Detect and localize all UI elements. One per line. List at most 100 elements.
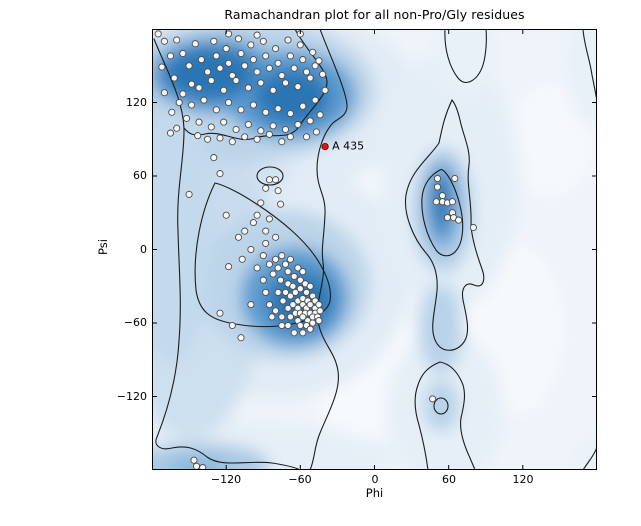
residue-point xyxy=(309,48,317,56)
residue-point xyxy=(277,200,285,208)
residue-point xyxy=(286,52,294,60)
residue-point xyxy=(278,138,286,146)
residue-point xyxy=(200,96,208,104)
residue-point xyxy=(249,56,257,64)
residue-points-layer xyxy=(154,30,477,470)
residue-point xyxy=(296,321,304,330)
residue-point xyxy=(272,45,280,53)
residue-point xyxy=(238,255,246,263)
residue-point xyxy=(253,68,261,76)
residue-point xyxy=(278,313,286,321)
residue-point xyxy=(296,41,304,49)
residue-point xyxy=(309,319,317,327)
residue-point xyxy=(316,307,324,315)
residue-point xyxy=(199,464,207,470)
residue-point xyxy=(204,135,212,143)
residue-point xyxy=(247,41,255,49)
residue-point xyxy=(247,301,255,309)
residue-point xyxy=(173,124,181,132)
residue-point xyxy=(296,285,304,293)
residue-point xyxy=(212,106,220,114)
residue-point xyxy=(188,80,196,88)
residue-point xyxy=(216,134,224,142)
residue-point xyxy=(272,307,280,315)
residue-point xyxy=(302,68,311,76)
residue-point xyxy=(319,70,327,78)
residue-point xyxy=(257,199,265,207)
residue-point xyxy=(451,174,459,183)
residue-point xyxy=(259,37,267,45)
residue-point xyxy=(241,227,249,235)
residue-point xyxy=(262,184,270,192)
residue-point xyxy=(207,76,215,85)
ramachandran-plot-canvas: A 435 xyxy=(152,29,597,470)
residue-point xyxy=(278,252,286,260)
residue-point xyxy=(259,252,267,260)
residue-point xyxy=(262,52,270,60)
residue-point xyxy=(315,317,323,325)
residue-point xyxy=(299,56,307,64)
residue-point xyxy=(222,45,230,53)
residue-point xyxy=(438,192,447,200)
residue-point xyxy=(244,84,252,92)
residue-point xyxy=(183,114,191,122)
residue-point xyxy=(262,108,270,116)
y-tick-label: 60 xyxy=(133,169,147,182)
residue-point xyxy=(232,76,240,85)
outlier-label: A 435 xyxy=(332,140,364,153)
residue-point xyxy=(237,106,245,114)
residue-point xyxy=(160,89,168,97)
residue-point xyxy=(274,264,282,272)
residue-point xyxy=(195,118,203,126)
residue-point xyxy=(299,102,307,110)
residue-point xyxy=(166,129,175,137)
residue-point xyxy=(228,71,236,80)
residue-point xyxy=(265,260,273,268)
residue-point xyxy=(286,109,294,118)
residue-point xyxy=(429,395,437,403)
residue-point xyxy=(290,272,298,280)
residue-point xyxy=(272,255,280,263)
residue-point xyxy=(216,64,224,72)
residue-point xyxy=(170,74,178,82)
residue-point xyxy=(220,86,228,94)
residue-point xyxy=(269,270,277,278)
residue-point xyxy=(306,301,314,309)
residue-point xyxy=(192,462,201,470)
residue-point xyxy=(448,198,456,206)
residue-point xyxy=(299,313,307,321)
residue-point xyxy=(294,120,302,129)
residue-point xyxy=(294,264,302,272)
residue-point xyxy=(279,297,287,305)
residue-point xyxy=(311,96,319,104)
residue-point xyxy=(311,62,319,70)
residue-point xyxy=(168,108,176,116)
residue-point xyxy=(225,59,233,67)
residue-point xyxy=(225,263,233,271)
residue-point xyxy=(222,211,230,219)
residue-point xyxy=(237,49,245,58)
residue-point xyxy=(225,98,233,107)
residue-point xyxy=(234,233,243,241)
y-tick-label: 0 xyxy=(140,243,147,256)
residue-point xyxy=(315,57,323,65)
residue-point xyxy=(175,98,183,107)
residue-point xyxy=(286,313,294,321)
residue-point xyxy=(220,118,228,126)
residue-point xyxy=(289,282,297,290)
residue-point xyxy=(286,133,294,141)
residue-point xyxy=(306,325,314,333)
residue-point xyxy=(216,309,224,317)
residue-point xyxy=(286,255,294,263)
residue-point xyxy=(315,301,323,309)
residue-point xyxy=(249,101,257,109)
residue-point xyxy=(277,276,285,284)
residue-point xyxy=(253,264,261,272)
residue-point xyxy=(284,36,292,44)
residue-point xyxy=(290,329,298,337)
residue-point xyxy=(269,122,277,130)
residue-point xyxy=(281,79,290,87)
residue-point xyxy=(433,174,442,183)
residue-point xyxy=(299,329,307,337)
residue-point xyxy=(286,292,294,300)
